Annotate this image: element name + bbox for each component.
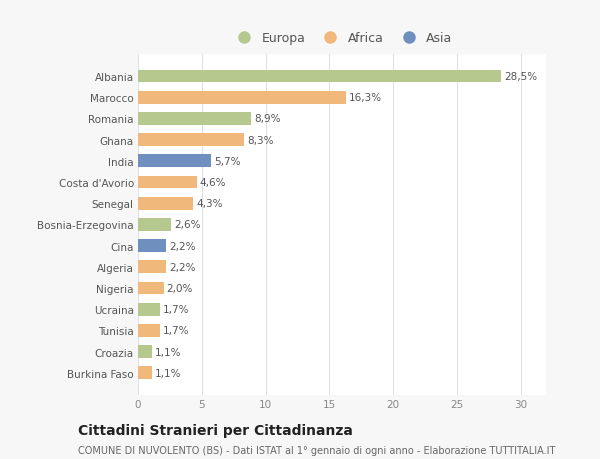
Bar <box>138 197 193 210</box>
Text: 2,2%: 2,2% <box>169 262 196 272</box>
Text: 5,7%: 5,7% <box>214 157 241 167</box>
Bar <box>138 346 152 358</box>
Bar <box>138 282 163 295</box>
Text: 1,7%: 1,7% <box>163 326 190 336</box>
Text: COMUNE DI NUVOLENTO (BS) - Dati ISTAT al 1° gennaio di ogni anno - Elaborazione : COMUNE DI NUVOLENTO (BS) - Dati ISTAT al… <box>78 446 556 455</box>
Text: 8,9%: 8,9% <box>254 114 281 124</box>
Bar <box>138 218 171 231</box>
Bar <box>138 367 152 379</box>
Bar <box>138 155 211 168</box>
Text: 2,2%: 2,2% <box>169 241 196 251</box>
Text: 2,0%: 2,0% <box>167 283 193 293</box>
Text: 16,3%: 16,3% <box>349 93 382 103</box>
Bar <box>138 325 160 337</box>
Bar <box>138 261 166 274</box>
Text: 1,1%: 1,1% <box>155 368 182 378</box>
Text: 1,1%: 1,1% <box>155 347 182 357</box>
Text: 4,3%: 4,3% <box>196 199 223 209</box>
Bar <box>138 303 160 316</box>
Bar <box>138 240 166 252</box>
Text: 2,6%: 2,6% <box>175 220 201 230</box>
Text: 1,7%: 1,7% <box>163 304 190 314</box>
Legend: Europa, Africa, Asia: Europa, Africa, Asia <box>227 28 458 50</box>
Bar <box>138 113 251 125</box>
Text: 28,5%: 28,5% <box>505 72 538 82</box>
Bar <box>138 92 346 104</box>
Bar <box>138 176 197 189</box>
Text: 8,3%: 8,3% <box>247 135 274 146</box>
Text: Cittadini Stranieri per Cittadinanza: Cittadini Stranieri per Cittadinanza <box>78 423 353 437</box>
Bar <box>138 134 244 147</box>
Bar <box>138 71 502 83</box>
Text: 4,6%: 4,6% <box>200 178 226 188</box>
